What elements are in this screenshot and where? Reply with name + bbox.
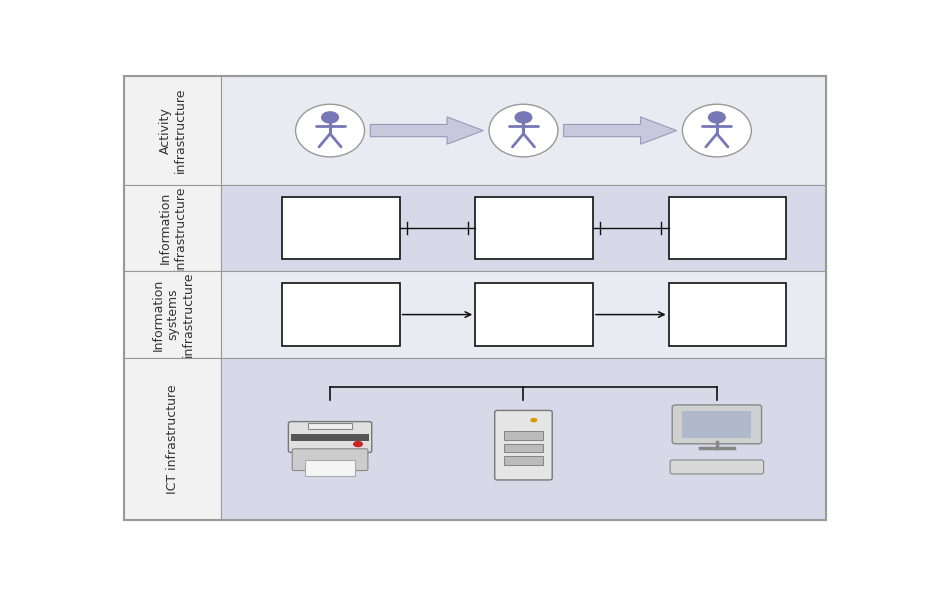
Bar <box>222 185 826 271</box>
Bar <box>503 431 543 440</box>
Bar <box>668 283 786 346</box>
Bar <box>503 457 543 465</box>
Ellipse shape <box>708 112 725 123</box>
Circle shape <box>353 441 363 447</box>
Text: Information
infrastructure: Information infrastructure <box>159 185 187 271</box>
FancyBboxPatch shape <box>495 411 552 480</box>
Bar <box>476 197 593 259</box>
Polygon shape <box>370 117 483 144</box>
FancyBboxPatch shape <box>292 449 368 471</box>
Bar <box>291 434 369 441</box>
Bar <box>503 444 543 453</box>
Bar <box>668 197 786 259</box>
Bar <box>124 76 222 185</box>
Bar <box>282 197 400 259</box>
FancyBboxPatch shape <box>288 422 372 453</box>
Bar <box>222 76 826 185</box>
Circle shape <box>530 418 538 422</box>
Text: Activity
infrastructure: Activity infrastructure <box>159 88 187 173</box>
Bar <box>124 358 222 520</box>
Bar <box>682 411 752 438</box>
Ellipse shape <box>296 104 364 157</box>
Ellipse shape <box>682 104 752 157</box>
Ellipse shape <box>515 112 532 123</box>
Bar <box>305 460 355 476</box>
FancyBboxPatch shape <box>670 460 764 474</box>
Bar <box>282 283 400 346</box>
Bar <box>222 271 826 358</box>
FancyBboxPatch shape <box>672 405 762 444</box>
Bar <box>476 283 593 346</box>
Bar <box>309 424 351 429</box>
Polygon shape <box>564 117 677 144</box>
Bar <box>222 358 826 520</box>
Ellipse shape <box>489 104 558 157</box>
Text: ICT infrastructure: ICT infrastructure <box>166 384 180 494</box>
Bar <box>124 185 222 271</box>
Text: Information
systems
infrastructure: Information systems infrastructure <box>151 272 195 358</box>
Bar <box>124 271 222 358</box>
Ellipse shape <box>322 112 338 123</box>
